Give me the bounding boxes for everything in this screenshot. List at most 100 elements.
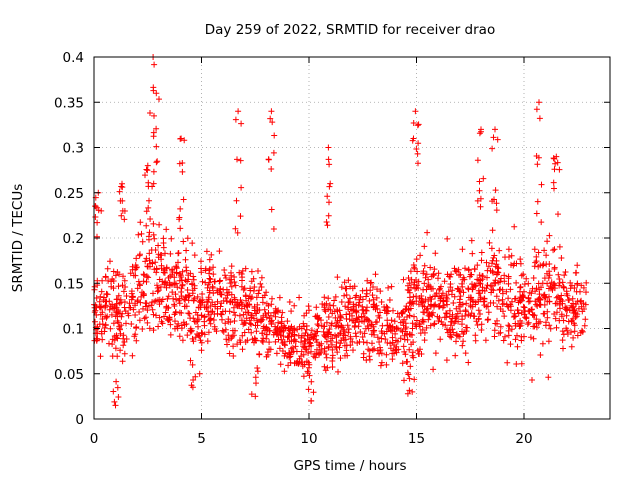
data-point xyxy=(221,267,228,273)
data-point xyxy=(512,295,519,302)
data-point xyxy=(476,272,483,279)
data-point xyxy=(556,243,563,250)
data-point xyxy=(104,265,111,272)
data-point xyxy=(484,274,490,281)
data-point xyxy=(407,268,414,275)
data-point xyxy=(177,205,184,212)
data-point xyxy=(493,293,500,300)
data-point xyxy=(363,293,370,300)
data-point xyxy=(110,320,117,327)
data-point xyxy=(115,394,122,400)
data-point xyxy=(305,303,312,310)
data-point xyxy=(577,288,583,295)
data-point xyxy=(546,293,552,300)
data-point xyxy=(374,286,380,293)
data-point xyxy=(343,347,350,354)
data-point xyxy=(520,294,527,301)
data-point xyxy=(248,268,255,275)
data-point xyxy=(387,327,394,334)
data-point xyxy=(217,277,224,284)
data-point xyxy=(275,319,282,326)
data-point xyxy=(207,320,214,327)
data-point xyxy=(164,295,171,302)
data-point xyxy=(130,272,137,279)
data-point xyxy=(190,273,197,280)
data-point xyxy=(152,247,159,253)
data-point xyxy=(400,343,407,350)
data-point xyxy=(406,346,413,353)
data-point xyxy=(505,332,512,339)
data-point xyxy=(114,296,121,303)
data-point xyxy=(581,306,587,312)
data-point xyxy=(97,353,104,360)
data-point xyxy=(430,270,437,277)
data-point xyxy=(363,287,370,294)
data-point xyxy=(242,320,249,326)
data-point xyxy=(184,235,191,242)
data-point xyxy=(531,323,538,330)
data-point xyxy=(130,306,137,313)
data-point xyxy=(326,199,332,206)
data-point xyxy=(99,309,106,316)
data-point xyxy=(118,183,125,190)
data-point xyxy=(258,318,264,325)
data-point xyxy=(228,272,235,279)
data-point xyxy=(387,345,394,352)
data-point xyxy=(559,328,566,335)
data-point xyxy=(217,303,224,310)
data-point xyxy=(345,326,352,333)
data-point xyxy=(467,302,474,309)
x-axis-label: GPS time / hours xyxy=(293,458,406,474)
data-point xyxy=(534,198,541,205)
data-point xyxy=(349,338,356,345)
data-point xyxy=(190,276,197,283)
data-point xyxy=(181,321,188,328)
data-point xyxy=(323,351,329,358)
data-point xyxy=(383,328,390,335)
data-point xyxy=(328,322,335,329)
data-point xyxy=(173,269,180,276)
data-point xyxy=(119,197,126,204)
data-point xyxy=(505,275,512,282)
data-point xyxy=(559,337,566,344)
data-point xyxy=(169,271,175,278)
data-point xyxy=(391,318,398,325)
data-point xyxy=(371,345,378,352)
data-point xyxy=(435,318,442,324)
data-point xyxy=(308,327,315,334)
data-point xyxy=(239,267,246,274)
data-point xyxy=(497,323,504,330)
data-point xyxy=(343,292,350,298)
data-point xyxy=(407,363,414,370)
data-point xyxy=(447,284,454,291)
data-point xyxy=(252,393,259,400)
data-point xyxy=(502,333,508,340)
data-point xyxy=(206,265,213,272)
data-point xyxy=(574,262,581,269)
data-point xyxy=(120,288,127,295)
data-point xyxy=(521,311,528,318)
data-point xyxy=(102,298,109,305)
data-point xyxy=(564,292,571,299)
data-point xyxy=(175,259,181,266)
data-point xyxy=(259,330,266,337)
data-point xyxy=(504,359,511,366)
data-point xyxy=(411,313,417,320)
data-point xyxy=(269,119,276,126)
data-point xyxy=(515,310,522,317)
data-point xyxy=(198,269,205,276)
data-point xyxy=(237,213,244,220)
data-point xyxy=(222,326,229,333)
data-point xyxy=(452,318,459,325)
data-point xyxy=(529,285,536,292)
data-point xyxy=(154,158,161,165)
data-point xyxy=(110,285,117,292)
data-point xyxy=(161,313,167,320)
data-point xyxy=(206,275,213,282)
data-point xyxy=(503,288,510,295)
data-point xyxy=(568,329,574,336)
data-point xyxy=(135,278,142,285)
data-point xyxy=(189,335,196,342)
data-point xyxy=(583,279,590,286)
data-point xyxy=(453,314,460,321)
